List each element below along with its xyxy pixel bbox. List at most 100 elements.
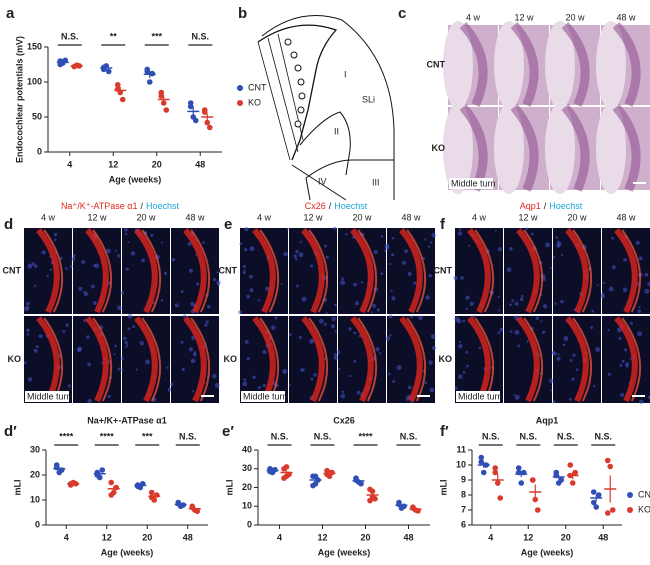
data-point [492, 469, 499, 476]
significance-label: N.S. [557, 431, 575, 441]
stain [614, 228, 638, 314]
outline [305, 159, 394, 179]
data-point [358, 480, 364, 487]
nucleus [602, 281, 605, 285]
significance-label: N.S. [191, 31, 209, 41]
nucleus [282, 368, 288, 374]
panel-letter: d [4, 216, 13, 233]
nucleus [647, 282, 650, 286]
nucleus [187, 241, 192, 246]
x-tick-label: 4 [67, 159, 72, 169]
nucleus [257, 386, 262, 390]
nucleus [552, 400, 556, 404]
stain [92, 317, 113, 402]
significance-label: *** [142, 431, 153, 441]
note-bg [449, 178, 493, 189]
nucleus [542, 304, 548, 309]
column-label: 4 w [472, 212, 487, 222]
stain [572, 229, 593, 313]
counterstain-name: Hoechst [146, 201, 180, 211]
panel-letter: a [6, 5, 15, 22]
column-label: 48 w [401, 212, 421, 222]
nucleus [353, 282, 357, 287]
y-tick-label: 9 [461, 474, 466, 484]
turn-note: Middle turn [243, 391, 288, 401]
nucleus [294, 257, 298, 261]
nucleus [353, 331, 357, 335]
nucleus [370, 311, 373, 314]
nucleus [392, 379, 396, 383]
data-point [204, 119, 211, 126]
stain [516, 316, 540, 403]
nucleus [298, 335, 302, 339]
nucleus [465, 350, 469, 354]
data-point [148, 489, 155, 496]
nucleus [535, 316, 540, 321]
nucleus [191, 390, 195, 393]
nucleus [454, 386, 458, 390]
nucleus [26, 306, 30, 310]
nucleus [214, 383, 220, 388]
stain-title: Na⁺/K⁺-ATPase α1/Hoechst [61, 201, 180, 211]
data-point [478, 454, 485, 461]
nucleus [26, 333, 30, 336]
nucleus [607, 372, 611, 376]
nucleus [93, 264, 97, 268]
x-tick-label: 20 [561, 532, 571, 542]
micrograph [552, 228, 601, 314]
micrograph [71, 228, 122, 314]
x-tick-label: 12 [523, 532, 533, 542]
nucleus [428, 360, 433, 365]
nucleus [333, 353, 337, 356]
y-tick-label: 20 [242, 482, 252, 492]
nucleus [238, 310, 243, 315]
nucleus [257, 299, 261, 302]
legend-marker [627, 492, 633, 498]
nucleus [217, 283, 220, 286]
nucleus [311, 339, 314, 342]
nucleus [468, 244, 471, 247]
stain [399, 316, 423, 403]
nucleus [551, 351, 555, 354]
stain [614, 316, 638, 403]
micrograph [453, 228, 503, 314]
nucleus [243, 269, 246, 272]
stain [183, 228, 207, 314]
nucleus [293, 254, 297, 258]
nucleus [286, 228, 289, 231]
nucleus [25, 301, 30, 306]
nucleus [497, 331, 501, 335]
stain [350, 228, 374, 314]
column-label: 48 w [616, 212, 636, 222]
stain [190, 229, 211, 313]
nucleus [514, 329, 520, 335]
lumen [545, 102, 575, 195]
nucleus [270, 325, 276, 330]
lumen [443, 102, 473, 195]
lumen [494, 21, 524, 109]
stain [572, 317, 593, 402]
data-point [480, 469, 487, 476]
nucleus [62, 330, 66, 334]
micrograph [288, 316, 339, 403]
lumen [596, 102, 626, 195]
micrograph [600, 228, 650, 314]
data-point [593, 504, 600, 510]
stain-title: Cx26/Hoechst [305, 201, 368, 211]
y-tick-label: 6 [461, 519, 466, 529]
panel-letter: e [224, 216, 232, 233]
nucleus [265, 286, 270, 291]
cell-row [284, 38, 306, 128]
nucleus [206, 304, 211, 309]
micrograph [504, 315, 554, 403]
x-axis-label: Age (weeks) [318, 547, 371, 557]
region-label: I [344, 69, 347, 79]
nucleus [171, 258, 176, 262]
nucleus [117, 254, 121, 258]
stria [612, 104, 641, 192]
y-tick-label: 0 [247, 519, 252, 529]
nucleus [83, 291, 89, 297]
row-label: KO [439, 354, 453, 364]
nucleus [514, 301, 519, 306]
